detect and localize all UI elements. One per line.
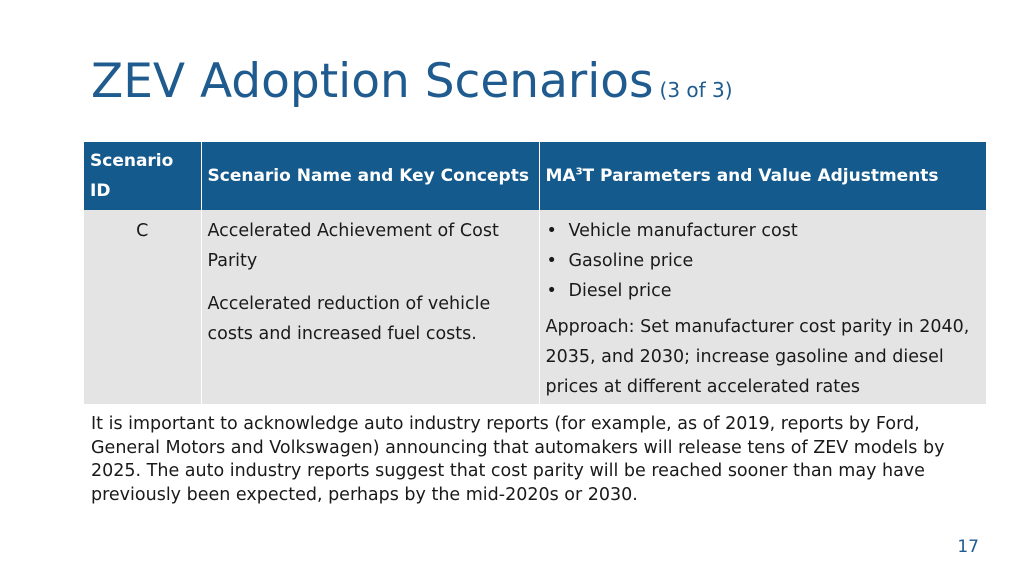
scenario-name: Accelerated Achievement of Cost Parity bbox=[207, 221, 499, 271]
table-header-row: Scenario ID Scenario Name and Key Concep… bbox=[84, 142, 986, 210]
approach-text: Approach: Set manufacturer cost parity i… bbox=[545, 317, 970, 397]
title-main: ZEV Adoption Scenarios bbox=[91, 54, 654, 109]
header-parameters-suffix: T Parameters and Value Adjustments bbox=[582, 166, 939, 186]
slide-title: ZEV Adoption Scenarios (3 of 3) bbox=[91, 56, 733, 108]
header-parameters: MA3T Parameters and Value Adjustments bbox=[539, 142, 986, 210]
list-item: Diesel price bbox=[546, 276, 981, 306]
scenario-name-cell: Accelerated Achievement of Cost Parity A… bbox=[201, 210, 540, 404]
list-item: Vehicle manufacturer cost bbox=[546, 216, 981, 246]
list-item: Gasoline price bbox=[546, 246, 981, 276]
scenario-table: Scenario ID Scenario Name and Key Concep… bbox=[84, 142, 986, 404]
table-row: C Accelerated Achievement of Cost Parity… bbox=[84, 210, 986, 404]
page-number: 17 bbox=[957, 537, 979, 557]
scenario-id-cell: C bbox=[84, 210, 202, 404]
parameter-list: Vehicle manufacturer cost Gasoline price… bbox=[546, 216, 981, 306]
scenario-description: Accelerated reduction of vehicle costs a… bbox=[207, 294, 491, 344]
industry-note: It is important to acknowledge auto indu… bbox=[91, 414, 945, 505]
header-parameters-superscript: 3 bbox=[575, 166, 583, 178]
scenario-parameters-cell: Vehicle manufacturer cost Gasoline price… bbox=[539, 210, 986, 404]
header-scenario-id: Scenario ID bbox=[84, 142, 202, 210]
title-suffix: (3 of 3) bbox=[659, 78, 733, 102]
header-parameters-prefix: MA bbox=[545, 166, 576, 186]
header-name-concepts: Scenario Name and Key Concepts bbox=[201, 142, 540, 210]
